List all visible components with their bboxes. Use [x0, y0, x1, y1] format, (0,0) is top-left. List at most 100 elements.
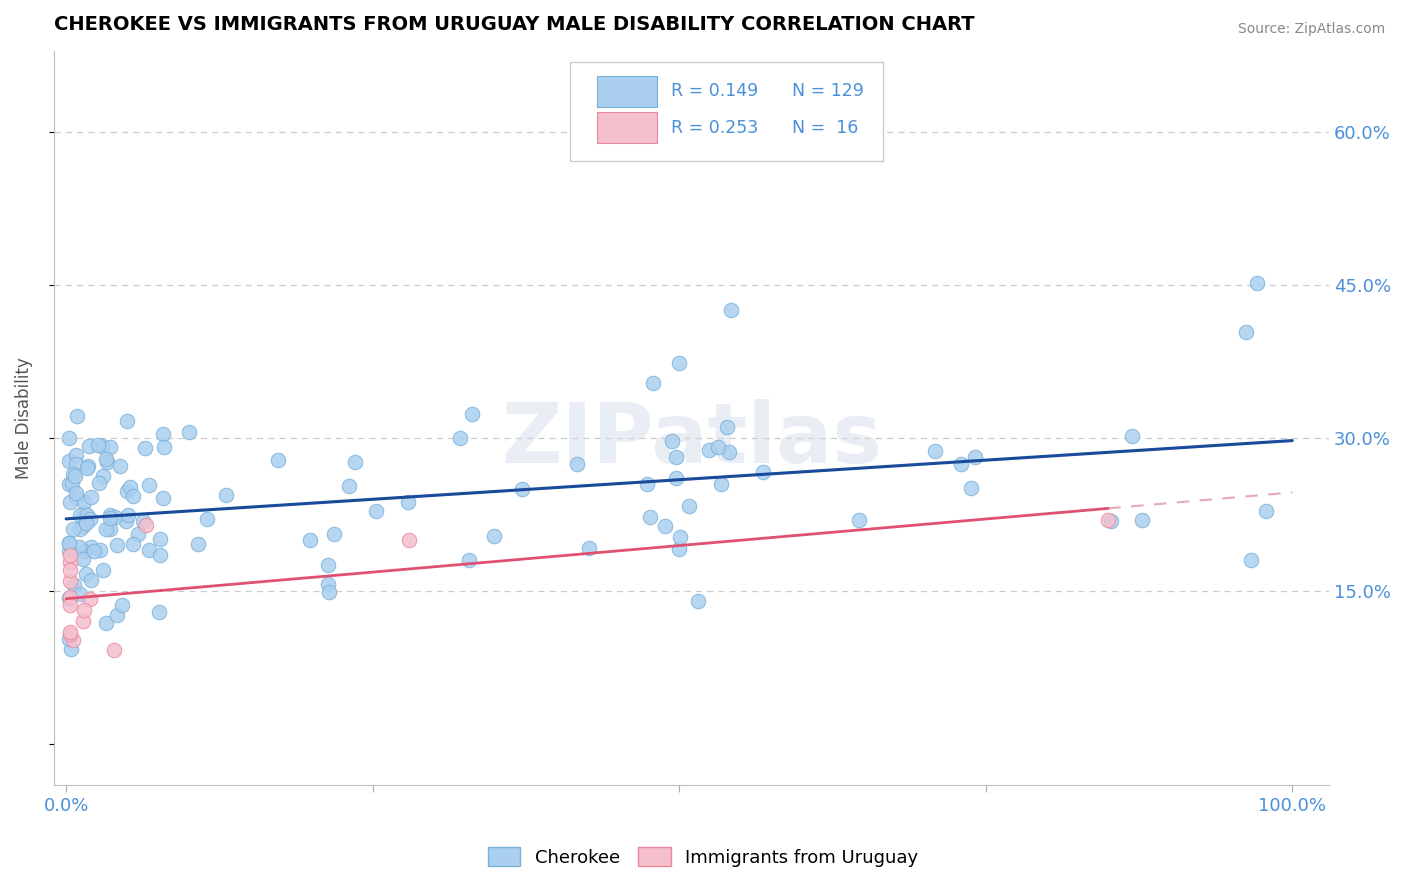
Point: [59, 574, 82, 588]
Point: [668, 542, 690, 557]
Point: [152, 491, 174, 505]
Point: [578, 541, 600, 555]
Point: [643, 376, 665, 390]
Point: [59, 641, 82, 656]
Point: [73, 506, 96, 520]
Point: [73, 544, 96, 558]
Point: [79, 511, 101, 525]
Point: [1097, 513, 1119, 527]
FancyBboxPatch shape: [598, 76, 657, 107]
Point: [72, 614, 94, 628]
Point: [949, 457, 972, 471]
Point: [94, 522, 117, 536]
Point: [100, 522, 122, 536]
Point: [69, 522, 91, 536]
Point: [1099, 514, 1122, 528]
Point: [58, 591, 80, 606]
Point: [96, 455, 118, 469]
Point: [72, 519, 94, 533]
Point: [105, 607, 128, 622]
Point: [482, 529, 505, 543]
Point: [678, 499, 700, 513]
Point: [1256, 504, 1278, 518]
Point: [665, 471, 688, 485]
Point: [58, 431, 80, 445]
Point: [115, 514, 138, 528]
Point: [1239, 553, 1261, 567]
Point: [108, 458, 131, 473]
Point: [72, 552, 94, 566]
Point: [59, 495, 82, 509]
Point: [62, 467, 84, 481]
Point: [127, 526, 149, 541]
Point: [148, 532, 170, 546]
FancyBboxPatch shape: [571, 62, 883, 161]
Point: [83, 544, 105, 558]
Point: [72, 495, 94, 509]
Point: [707, 440, 730, 454]
Point: [364, 504, 387, 518]
Point: [152, 427, 174, 442]
Point: [337, 479, 360, 493]
Point: [153, 440, 176, 454]
Point: [751, 465, 773, 479]
Point: [318, 577, 340, 591]
Point: [98, 508, 121, 523]
Text: R = 0.253: R = 0.253: [671, 119, 758, 136]
Point: [122, 489, 145, 503]
Point: [669, 530, 692, 544]
Point: [73, 603, 96, 617]
Point: [59, 563, 82, 577]
Point: [1246, 276, 1268, 290]
Point: [343, 455, 366, 469]
Point: [63, 469, 86, 483]
Point: [177, 425, 200, 440]
Point: [59, 590, 82, 604]
Point: [60, 476, 83, 491]
Point: [398, 533, 420, 548]
FancyBboxPatch shape: [598, 112, 657, 144]
Point: [69, 508, 91, 523]
Point: [122, 536, 145, 550]
Point: [510, 482, 533, 496]
Point: [96, 616, 118, 631]
Point: [138, 543, 160, 558]
Point: [710, 477, 733, 491]
Point: [960, 481, 983, 495]
Point: [75, 567, 97, 582]
Point: [80, 573, 103, 587]
Point: [214, 488, 236, 502]
Point: [117, 508, 139, 522]
Point: [1234, 325, 1257, 339]
Text: Source: ZipAtlas.com: Source: ZipAtlas.com: [1237, 22, 1385, 37]
Point: [103, 642, 125, 657]
Point: [965, 450, 987, 465]
Point: [59, 548, 82, 562]
Text: CHEROKEE VS IMMIGRANTS FROM URUGUAY MALE DISABILITY CORRELATION CHART: CHEROKEE VS IMMIGRANTS FROM URUGUAY MALE…: [53, 15, 974, 34]
Point: [65, 448, 87, 462]
Point: [91, 468, 114, 483]
Point: [115, 483, 138, 498]
Point: [195, 511, 218, 525]
Point: [718, 445, 741, 459]
Point: [79, 591, 101, 606]
Point: [132, 514, 155, 528]
Point: [77, 458, 100, 473]
Legend: Cherokee, Immigrants from Uruguay: Cherokee, Immigrants from Uruguay: [481, 840, 925, 874]
Point: [66, 409, 89, 423]
Point: [1132, 513, 1154, 527]
Point: [80, 490, 103, 504]
Point: [89, 543, 111, 558]
Point: [115, 414, 138, 428]
Point: [91, 438, 114, 452]
Point: [98, 511, 121, 525]
Point: [75, 516, 97, 531]
Point: [316, 558, 339, 573]
Point: [87, 476, 110, 491]
Point: [1121, 429, 1143, 443]
Point: [318, 585, 340, 599]
Point: [111, 598, 134, 612]
Point: [62, 522, 84, 536]
Point: [87, 438, 110, 452]
Text: N = 129: N = 129: [792, 82, 865, 100]
